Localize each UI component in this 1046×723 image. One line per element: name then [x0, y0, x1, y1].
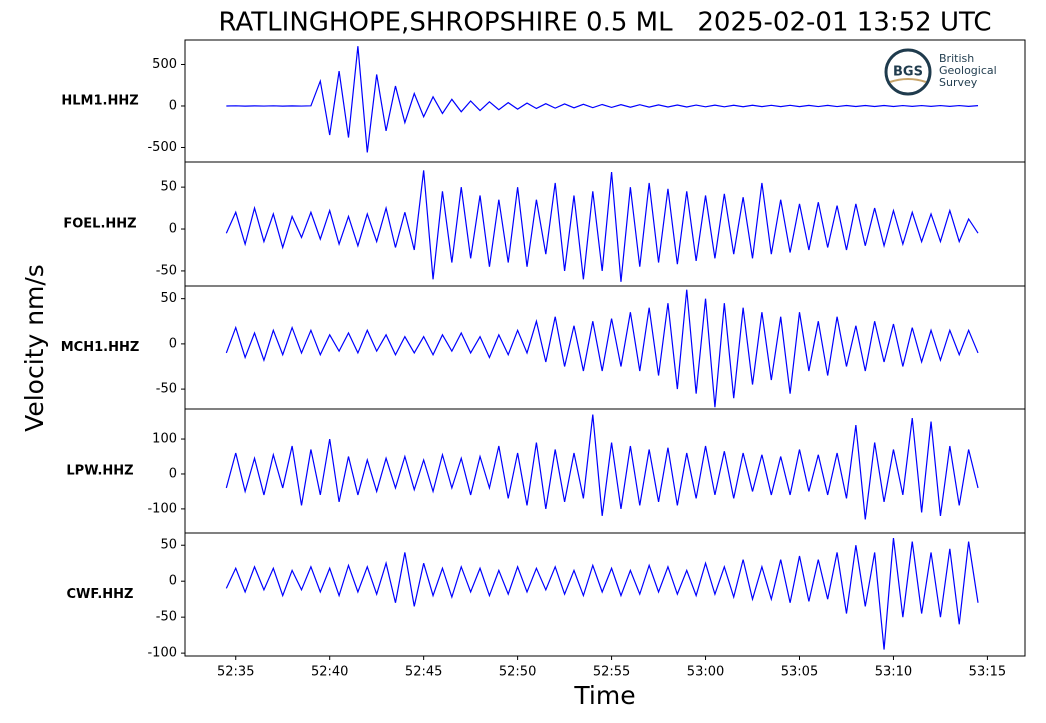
y-tick-label: 50	[160, 291, 177, 306]
y-tick-label: 0	[169, 222, 177, 237]
y-tick-label: 100	[152, 432, 177, 447]
x-tick-label: 53:05	[781, 665, 818, 680]
y-tick-label: -500	[147, 140, 177, 155]
axes-frame	[184, 408, 1026, 534]
y-tick-label: 0	[169, 574, 177, 589]
y-tick-label: 500	[152, 57, 177, 72]
x-tick-label: 52:50	[499, 665, 536, 680]
y-tick-label: -100	[147, 501, 177, 516]
y-tick-label: 50	[160, 180, 177, 195]
chart-title: RATLINGHOPE,SHROPSHIRE 0.5 ML 2025-02-01…	[219, 8, 992, 38]
x-tick-label: 53:10	[875, 665, 912, 680]
waveform	[225, 289, 979, 408]
waveform	[225, 537, 979, 650]
y-tick-label: -50	[156, 263, 177, 278]
axes-frame	[184, 532, 1026, 657]
x-tick-label: 52:35	[217, 665, 254, 680]
station-label: CWF.HHZ	[67, 587, 134, 602]
station-label: LPW.HHZ	[66, 464, 133, 479]
y-tick-label: 0	[169, 336, 177, 351]
x-axis-label: Time	[573, 681, 635, 710]
x-tick-label: 52:45	[405, 665, 442, 680]
axes-frame	[184, 161, 1026, 287]
logo-ring	[884, 48, 932, 96]
y-tick-label: 0	[169, 98, 177, 113]
logo: BGS British Geological Survey	[884, 48, 997, 96]
y-tick-label: 0	[169, 466, 177, 481]
y-tick-label: 50	[160, 538, 177, 553]
logo-text: Geological	[939, 64, 997, 77]
x-tick-label: 52:55	[593, 665, 630, 680]
station-label: MCH1.HHZ	[61, 340, 140, 355]
logo-initials: BGS	[893, 65, 923, 80]
x-tick-label: 53:15	[969, 665, 1006, 680]
waveform	[225, 414, 979, 520]
y-axis-label: Velocity nm/s	[20, 264, 49, 432]
station-label: HLM1.HHZ	[61, 94, 138, 109]
x-tick-label: 52:40	[311, 665, 348, 680]
y-tick-label: -50	[156, 610, 177, 625]
waveform	[225, 170, 979, 282]
y-tick-label: -50	[156, 382, 177, 397]
x-tick-label: 53:00	[687, 665, 724, 680]
logo-text: British	[939, 52, 974, 65]
waveform	[226, 46, 979, 153]
logo-text: Survey	[939, 76, 978, 89]
logo-wave	[889, 78, 927, 83]
station-label: FOEL.HHZ	[63, 217, 136, 232]
y-tick-label: -100	[147, 646, 177, 661]
